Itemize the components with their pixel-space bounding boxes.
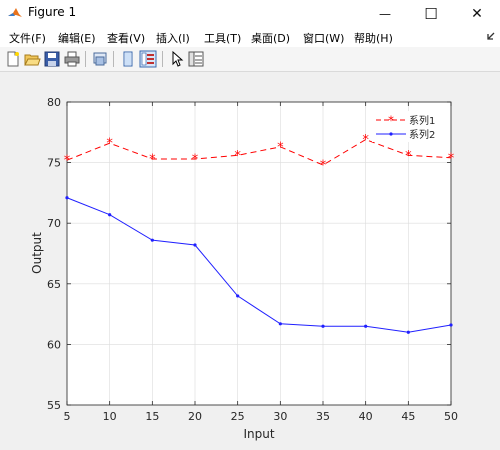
open-file-icon[interactable] — [23, 50, 41, 68]
y-axis-label: Output — [30, 232, 44, 274]
data-point-series2 — [364, 324, 368, 328]
title-bar: Figure 1 — ☐ ✕ — [0, 0, 500, 28]
data-point-series2 — [278, 322, 282, 326]
menu-view[interactable]: 查看(V) — [107, 32, 146, 45]
show-plot-tools-icon[interactable] — [139, 50, 157, 68]
menu-edit[interactable]: 编辑(E) — [58, 32, 96, 45]
y-tick-label: 80 — [47, 96, 61, 109]
y-tick-label: 55 — [47, 399, 61, 412]
series-line-2 — [66, 197, 452, 333]
x-tick-label: 20 — [188, 410, 202, 423]
minimize-button[interactable]: — — [362, 0, 408, 27]
data-point-series2 — [406, 330, 410, 334]
menu-desktop[interactable]: 桌面(D) — [251, 32, 291, 45]
y-tick-label: 60 — [47, 338, 61, 351]
menu-file[interactable]: 文件(F) — [9, 32, 46, 45]
data-point-series1: * — [320, 159, 327, 174]
new-figure-icon[interactable] — [4, 50, 22, 68]
x-tick-label: 25 — [231, 410, 245, 423]
data-point-series2 — [108, 213, 112, 217]
x-tick-label: 15 — [145, 410, 159, 423]
toolbar-separator — [113, 51, 114, 67]
close-icon: ✕ — [471, 5, 483, 22]
legend-label-series1: 系列1 — [409, 114, 435, 127]
legend-box — [372, 111, 447, 142]
data-point-series1: * — [448, 151, 455, 166]
data-point-series2 — [236, 294, 240, 298]
legend-marker-series1: * — [388, 114, 394, 128]
menu-window[interactable]: 窗口(W) — [303, 32, 345, 45]
data-point-series1: * — [234, 149, 241, 164]
matlab-logo-icon — [8, 8, 22, 17]
minimize-icon: — — [379, 6, 391, 21]
x-tick-label: 10 — [103, 410, 117, 423]
toolbar-separator — [162, 51, 163, 67]
property-inspector-icon[interactable] — [187, 50, 205, 68]
print-icon[interactable] — [63, 50, 81, 68]
toolbar-separator — [85, 51, 86, 67]
save-icon[interactable] — [43, 50, 61, 68]
y-tick-label: 70 — [47, 217, 61, 230]
menu-help[interactable]: 帮助(H) — [354, 32, 393, 45]
menu-insert[interactable]: 插入(I) — [156, 32, 190, 45]
data-point-series1: * — [149, 152, 156, 167]
series-lines: * * * * * * * * * * — [64, 133, 455, 334]
dock-arrow-icon[interactable] — [486, 31, 496, 41]
data-point-series2 — [321, 324, 325, 328]
legend-label-series2: 系列2 — [409, 128, 435, 141]
data-point-series2 — [65, 196, 69, 200]
figure-canvas[interactable]: 5 10 15 20 25 30 35 40 45 50 55 60 65 70 75 80 * * * * * * * *… — [3, 72, 497, 446]
window-title: Figure 1 — [28, 5, 77, 19]
x-tick-label: 5 — [64, 410, 71, 423]
menu-tools[interactable]: 工具(T) — [204, 32, 242, 45]
data-point-series1: * — [64, 154, 71, 169]
close-button[interactable]: ✕ — [454, 0, 500, 27]
x-axis-label: Input — [243, 427, 274, 441]
axis-ticks: 5 10 15 20 25 30 35 40 45 50 55 60 65 70 75 80 — [47, 96, 458, 423]
data-point-series1: * — [362, 133, 369, 148]
data-point-series2 — [150, 238, 154, 242]
x-tick-label: 45 — [401, 410, 415, 423]
legend[interactable]: * 系列1 系列2 — [372, 111, 447, 142]
data-point-series1: * — [192, 152, 199, 167]
hide-plot-tools-icon[interactable] — [119, 50, 137, 68]
x-tick-label: 40 — [359, 410, 373, 423]
maximize-button[interactable]: ☐ — [408, 0, 454, 27]
data-point-series2 — [449, 323, 453, 327]
edit-plot-arrow-icon[interactable] — [168, 50, 186, 68]
legend-marker-series2 — [389, 132, 393, 136]
data-point-series2 — [193, 243, 197, 247]
x-tick-label: 50 — [444, 410, 458, 423]
link-plot-icon[interactable] — [91, 50, 109, 68]
data-point-series1: * — [405, 149, 412, 164]
menu-bar: 文件(F) 编辑(E) 查看(V) 插入(I) 工具(T) 桌面(D) 窗口(W… — [0, 27, 500, 47]
x-tick-label: 35 — [316, 410, 330, 423]
x-tick-label: 30 — [273, 410, 287, 423]
figure-toolbar — [0, 47, 500, 72]
axes-box — [66, 101, 452, 406]
axes-background — [67, 102, 451, 405]
y-tick-label: 65 — [47, 278, 61, 291]
y-tick-label: 75 — [47, 157, 61, 170]
data-point-series1: * — [277, 140, 284, 155]
maximize-icon: ☐ — [424, 4, 438, 23]
data-point-series1: * — [106, 137, 113, 152]
